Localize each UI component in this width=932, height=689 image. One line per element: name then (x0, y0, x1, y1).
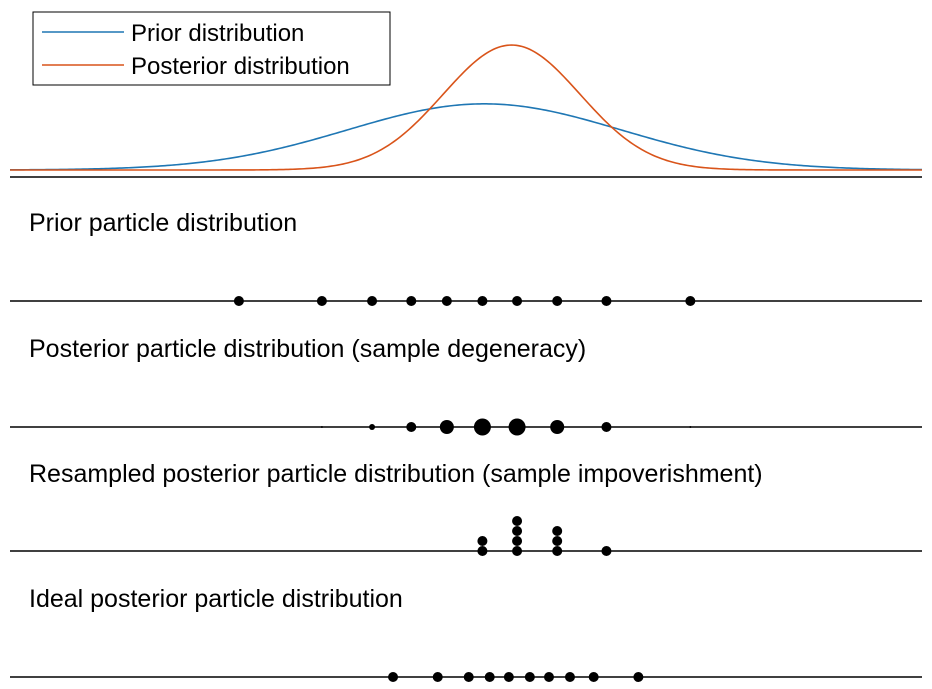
prior-particle (233, 296, 244, 306)
posterior-distribution-curve (10, 44, 922, 171)
posterior-particle (369, 424, 376, 430)
section-label-resampled-particles: Resampled posterior particle distributio… (29, 460, 763, 488)
ideal-particle (388, 672, 399, 682)
prior-particle (406, 296, 417, 306)
prior-particle (441, 296, 452, 306)
resampled-particle (552, 536, 563, 546)
resampled-particle (512, 536, 523, 546)
resampled-particle (477, 546, 488, 556)
posterior-particle (508, 418, 526, 436)
ideal-particle-row (10, 672, 922, 682)
section-label-ideal-particles: Ideal posterior particle distribution (29, 585, 403, 613)
resampled-particle (512, 546, 523, 556)
ideal-particle (503, 672, 514, 682)
resampled-particle (512, 526, 523, 536)
prior-particle (512, 296, 523, 306)
posterior-particle (473, 418, 491, 436)
resampled-particle (552, 526, 563, 536)
posterior-particle (689, 426, 692, 428)
section-label-posterior-particles: Posterior particle distribution (sample … (29, 335, 586, 363)
legend: Prior distribution Posterior distributio… (32, 11, 391, 86)
ideal-particle (463, 672, 474, 682)
ideal-particle (543, 672, 554, 682)
legend-posterior-label: Posterior distribution (131, 53, 350, 80)
ideal-particle (564, 672, 575, 682)
ideal-particle (484, 672, 495, 682)
prior-distribution-curve (9, 103, 923, 171)
prior-particle (477, 296, 488, 306)
posterior-particle (550, 420, 565, 434)
resampled-particle (477, 536, 488, 546)
ideal-particle (524, 672, 535, 682)
legend-box (32, 11, 391, 86)
posterior-particle (439, 420, 454, 434)
posterior-particle-row (10, 418, 922, 436)
resampled-particle (552, 546, 563, 556)
prior-particle (316, 296, 327, 306)
resampled-particle (512, 516, 523, 526)
resampled-particle (601, 546, 612, 556)
prior-particle (367, 296, 378, 306)
posterior-particle (320, 426, 323, 428)
prior-particle (685, 296, 696, 306)
prior-particle (552, 296, 563, 306)
posterior-particle (406, 422, 417, 432)
prior-particle (601, 296, 612, 306)
prior-particle-row (10, 296, 922, 306)
density-panel (9, 44, 923, 178)
ideal-particle (432, 672, 443, 682)
posterior-particle (601, 422, 612, 432)
section-label-prior-particles: Prior particle distribution (29, 209, 297, 237)
ideal-particle (633, 672, 644, 682)
resampled-particle-row (10, 516, 922, 556)
ideal-particle (588, 672, 599, 682)
legend-prior-label: Prior distribution (131, 20, 304, 47)
